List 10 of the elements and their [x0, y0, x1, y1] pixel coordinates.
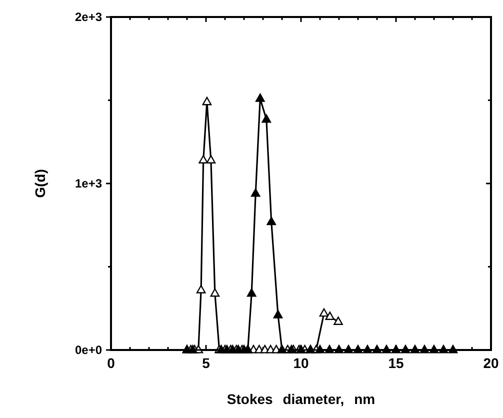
- x-tick-label: 5: [202, 355, 210, 371]
- x-tick-label: 10: [293, 355, 309, 371]
- y-axis-title: G(d): [32, 169, 48, 198]
- x-tick-label: 20: [483, 355, 499, 371]
- y-tick-label: 2e+3: [74, 10, 102, 24]
- x-tick-label: 0: [107, 355, 116, 371]
- x-axis-title: Stokes diameter, nm: [226, 391, 376, 407]
- y-tick-label: 0e+0: [74, 343, 102, 357]
- x-tick-label: 15: [388, 355, 404, 371]
- y-tick-label: 1e+3: [74, 176, 102, 190]
